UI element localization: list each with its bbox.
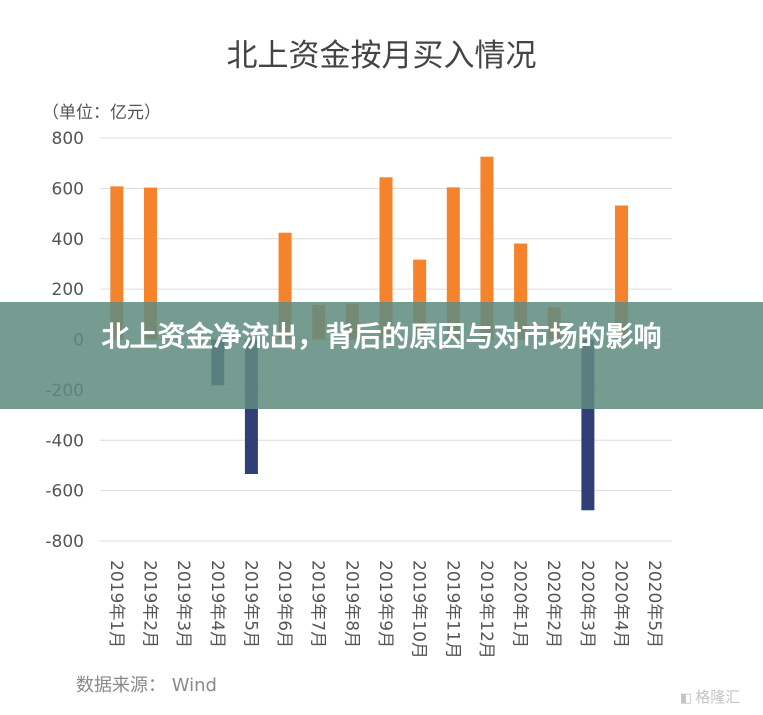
x-tick-label: 2020年5月 (644, 560, 664, 648)
x-tick-label: 2019年9月 (375, 560, 395, 648)
headline-banner: 北上资金净流出，背后的原因与对市场的影响 (0, 302, 763, 409)
data-source-note: 数据来源： Wind (76, 675, 217, 696)
y-tick-label: -400 (45, 431, 84, 451)
x-tick-label: 2019年10月 (409, 560, 429, 659)
gelonghui-logo-icon: ◧ (680, 691, 693, 706)
x-tick-label: 2019年7月 (308, 560, 328, 648)
y-tick-label: -600 (45, 482, 84, 502)
x-tick-label: 2019年2月 (139, 560, 159, 648)
x-tick-label: 2020年4月 (611, 560, 631, 648)
x-tick-label: 2019年3月 (173, 560, 193, 648)
bar (480, 156, 494, 340)
x-tick-label: 2019年11月 (442, 560, 462, 659)
y-tick-label: -800 (45, 532, 84, 552)
x-tick-label: 2020年3月 (577, 560, 597, 648)
x-tick-label: 2020年1月 (510, 560, 530, 648)
headline-text: 北上资金净流出，背后的原因与对市场的影响 (101, 320, 662, 353)
unit-label: （单位：亿元） (42, 103, 161, 123)
y-tick-label: 800 (52, 129, 84, 149)
x-tick-label: 2019年4月 (207, 560, 227, 648)
y-tick-label: 600 (52, 179, 84, 199)
chart-title: 北上资金按月买入情况 (226, 38, 537, 74)
watermark: ◧ 格隆汇 (680, 686, 740, 707)
x-tick-label: 2019年8月 (341, 560, 361, 648)
bar (379, 177, 393, 340)
y-tick-label: 400 (52, 230, 84, 250)
x-tick-label: 2020年2月 (543, 560, 563, 648)
bar (110, 186, 124, 340)
x-tick-label: 2019年5月 (240, 560, 260, 648)
x-tick-label: 2019年6月 (274, 560, 294, 648)
x-tick-label: 2019年1月 (106, 560, 126, 648)
y-tick-label: 200 (52, 280, 84, 300)
x-tick-label: 2019年12月 (476, 560, 496, 659)
bar (446, 187, 460, 340)
bar (143, 187, 157, 340)
watermark-text: 格隆汇 (695, 688, 741, 706)
